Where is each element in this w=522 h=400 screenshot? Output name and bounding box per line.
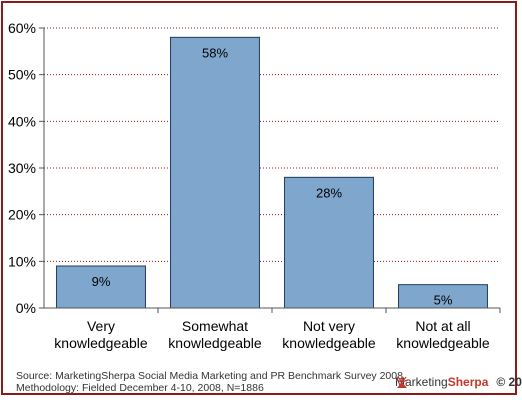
sunburst-logo-icon <box>395 376 409 388</box>
y-tick-label: 40% <box>8 113 36 129</box>
data-label: 58% <box>202 45 228 60</box>
x-category-label: Very <box>87 318 115 334</box>
data-label: 5% <box>434 293 453 308</box>
x-category-label: Somewhat <box>182 318 248 334</box>
chart-footer: Source: MarketingSherpa Social Media Mar… <box>16 370 403 394</box>
y-tick-label: 60% <box>8 20 36 36</box>
x-category-label: knowledgeable <box>54 335 148 351</box>
source-note: Source: MarketingSherpa Social Media Mar… <box>16 370 403 382</box>
bar <box>284 176 374 309</box>
x-category-label: Not at all <box>415 318 470 334</box>
brand-name-part1: Marketing <box>395 375 448 389</box>
data-label: 9% <box>92 274 111 289</box>
y-tick-label: 0% <box>16 300 36 316</box>
y-tick-label: 10% <box>8 253 36 269</box>
x-category-label: knowledgeable <box>396 335 490 351</box>
brand-logo: MarketingSherpa © 2009 <box>395 375 522 393</box>
y-tick-label: 50% <box>8 67 36 83</box>
x-category-label: Not very <box>303 318 355 334</box>
labels: 0%10%20%30%40%50%60%9%Veryknowledgeable5… <box>8 20 490 351</box>
x-category-label: knowledgeable <box>168 335 262 351</box>
bars <box>56 36 488 309</box>
data-label: 28% <box>316 185 342 200</box>
gridlines <box>44 27 500 262</box>
methodology-note: Methodology: Fielded December 4-10, 2008… <box>16 382 264 394</box>
bar <box>170 36 260 309</box>
brand-name-part2: Sherpa <box>447 375 489 389</box>
x-category-label: knowledgeable <box>282 335 376 351</box>
y-tick-label: 30% <box>8 160 36 176</box>
y-tick-label: 20% <box>8 207 36 223</box>
copyright-text: © 2009 <box>496 375 522 389</box>
axes <box>39 27 501 313</box>
